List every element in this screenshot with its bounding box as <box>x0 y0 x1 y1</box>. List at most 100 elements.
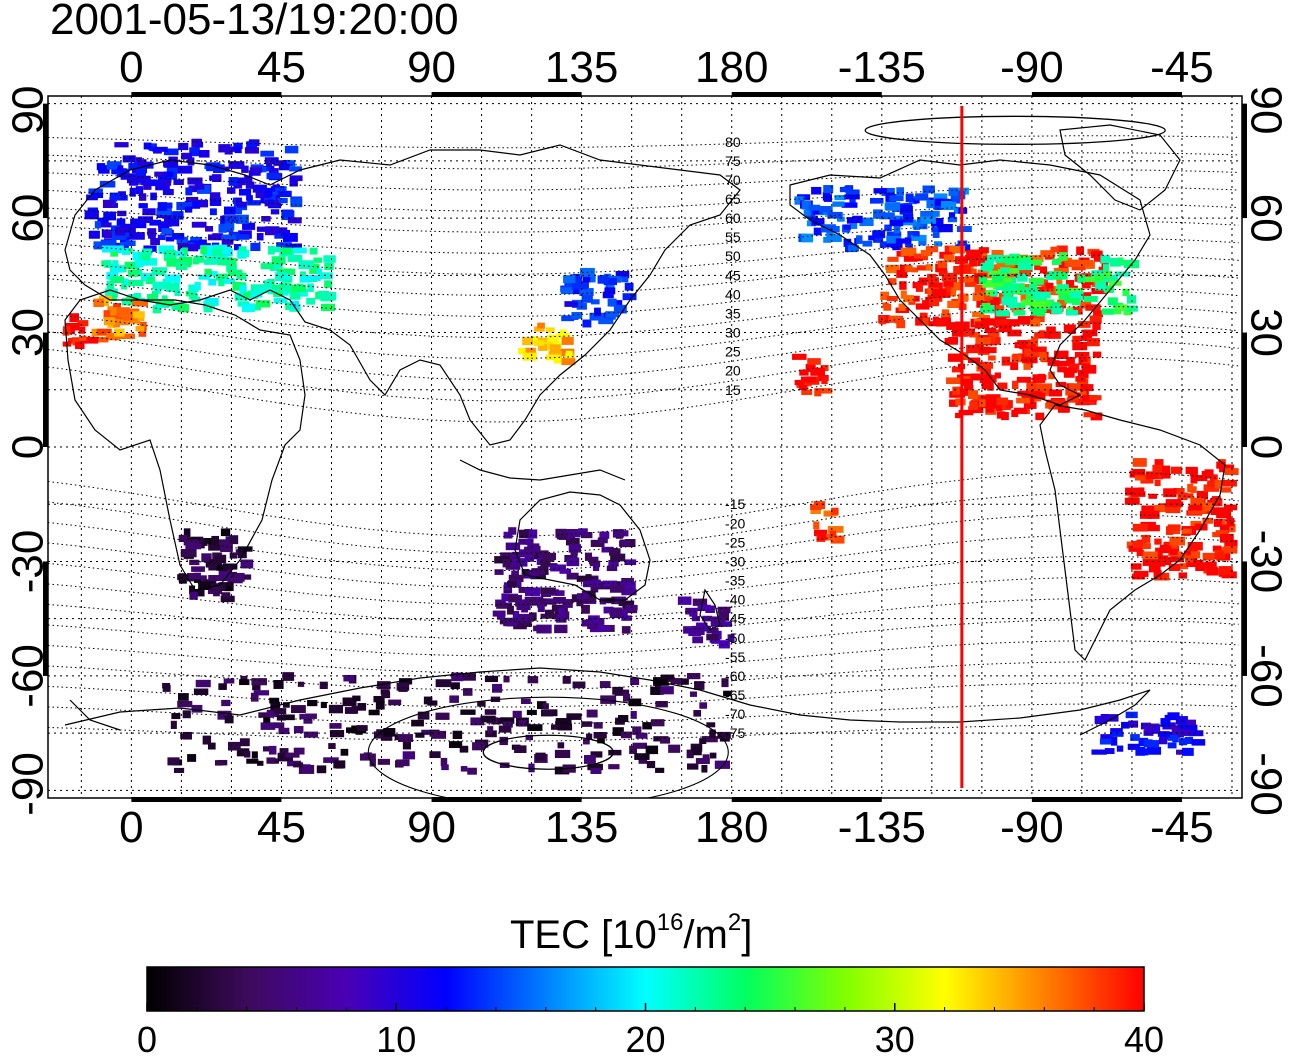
tec-cell-0 <box>241 165 249 173</box>
tec-cell-13 <box>696 622 708 629</box>
tec-cell-6 <box>931 226 943 233</box>
tec-cell-15 <box>1130 734 1140 741</box>
tec-cell-6 <box>881 187 895 197</box>
tec-cell-0 <box>145 179 157 186</box>
tec-cell-6 <box>803 209 811 216</box>
tec-cell-10 <box>1145 471 1159 479</box>
tec-cell-1 <box>200 245 207 255</box>
tec-cell-1 <box>320 303 336 312</box>
tec-cell-9 <box>961 378 974 386</box>
tec-cell-6 <box>841 202 858 208</box>
tec-cell-5 <box>561 358 576 366</box>
tec-cell-1 <box>226 264 237 272</box>
tec-cell-12 <box>532 569 544 575</box>
tec-cell-0 <box>268 168 279 175</box>
tec-cell-9 <box>1023 401 1037 409</box>
tec-cell-8 <box>1001 287 1018 295</box>
tec-cell-5 <box>549 344 561 353</box>
tec-cell-9 <box>1072 341 1088 351</box>
tec-cell-0 <box>264 187 273 197</box>
tec-cell-1 <box>227 269 243 277</box>
left-lat-tick-label: 90 <box>4 86 53 135</box>
tec-cell-0 <box>231 177 246 186</box>
tec-cell-0 <box>163 171 174 177</box>
tec-cell-14 <box>668 744 681 753</box>
tec-cell-15 <box>1182 747 1194 756</box>
tec-cell-14 <box>173 767 185 773</box>
bottom-lon-tick-label: -90 <box>1000 803 1064 852</box>
tec-cell-7 <box>919 312 928 321</box>
tec-cell-8 <box>1100 255 1111 264</box>
tec-cell-9 <box>1092 321 1101 330</box>
tec-cell-14 <box>191 704 203 713</box>
tec-cell-14 <box>301 764 311 773</box>
tec-cell-6 <box>920 210 934 220</box>
tec-cell-7 <box>1056 245 1068 255</box>
tec-cell-6 <box>843 238 852 247</box>
tec-cell-1 <box>268 246 283 253</box>
tec-cell-7 <box>941 313 951 321</box>
tec-cell-14 <box>273 722 285 729</box>
tec-cell-14 <box>514 745 527 754</box>
tec-cell-11 <box>202 553 210 563</box>
tec-cell-0 <box>88 230 100 239</box>
tec-cell-7 <box>1056 277 1063 285</box>
tec-cell-7 <box>900 247 917 257</box>
tec-cell-14 <box>655 767 665 773</box>
bottom-lon-tick-label: -45 <box>1150 803 1214 852</box>
tec-cell-10 <box>1135 473 1146 481</box>
tec-cell-9 <box>1011 354 1018 363</box>
tec-cell-1 <box>299 271 307 279</box>
tec-cell-9 <box>1077 378 1089 385</box>
tec-cell-1 <box>202 249 215 257</box>
mlat-label: 45 <box>725 267 741 283</box>
tec-cell-6 <box>948 187 959 196</box>
tec-cell-0 <box>242 222 256 230</box>
tec-cell-0 <box>245 181 255 189</box>
tec-cell-14 <box>460 766 468 772</box>
tec-cell-7 <box>903 256 918 262</box>
mlat-label: -30 <box>725 553 745 569</box>
mlat-contour <box>48 703 1239 725</box>
tec-cell-0 <box>185 206 193 213</box>
tec-cell-7 <box>1034 263 1041 271</box>
tec-cell-1 <box>151 268 166 276</box>
mlat-contour-pole-south <box>482 734 614 770</box>
tec-cell-1 <box>296 283 304 290</box>
tec-cell-4 <box>589 312 605 321</box>
tec-cell-5 <box>530 336 540 344</box>
tec-cell-14 <box>693 710 702 717</box>
tec-cell-7 <box>1020 293 1028 302</box>
tec-cell-4 <box>570 274 582 280</box>
tec-cell-9 <box>1010 361 1019 371</box>
tec-cell-14 <box>590 751 603 758</box>
tec-cell-6 <box>918 237 927 246</box>
tec-cell-0 <box>281 209 294 218</box>
tec-cell-6 <box>915 193 929 201</box>
tec-cell-14 <box>269 697 280 704</box>
tec-cell-0 <box>234 146 242 154</box>
tec-cell-8 <box>978 276 987 284</box>
tec-cell-14 <box>375 701 385 710</box>
tec-cell-7 <box>990 264 1005 273</box>
tec-cell-14 <box>346 727 357 733</box>
tec-cell-8 <box>1101 308 1114 315</box>
tec-cell-15 <box>1158 737 1168 745</box>
tec-cell-14 <box>526 709 537 716</box>
tec-cell-1 <box>152 305 162 314</box>
tec-cell-0 <box>224 146 239 152</box>
tec-cell-12 <box>619 540 631 547</box>
tec-cell-14 <box>670 678 682 685</box>
tec-cell-7 <box>1089 315 1102 324</box>
tec-cell-14 <box>293 726 304 734</box>
tec-cell-0 <box>223 206 236 215</box>
tec-cell-14 <box>377 758 390 765</box>
tec-cell-8 <box>997 269 1005 278</box>
tec-cell-14 <box>342 697 357 707</box>
tec-cell-14 <box>492 683 503 693</box>
tec-cell-15 <box>1143 740 1160 748</box>
tec-cell-14 <box>451 672 464 682</box>
tec-cell-9 <box>1080 335 1093 341</box>
tec-cell-14 <box>260 722 276 730</box>
